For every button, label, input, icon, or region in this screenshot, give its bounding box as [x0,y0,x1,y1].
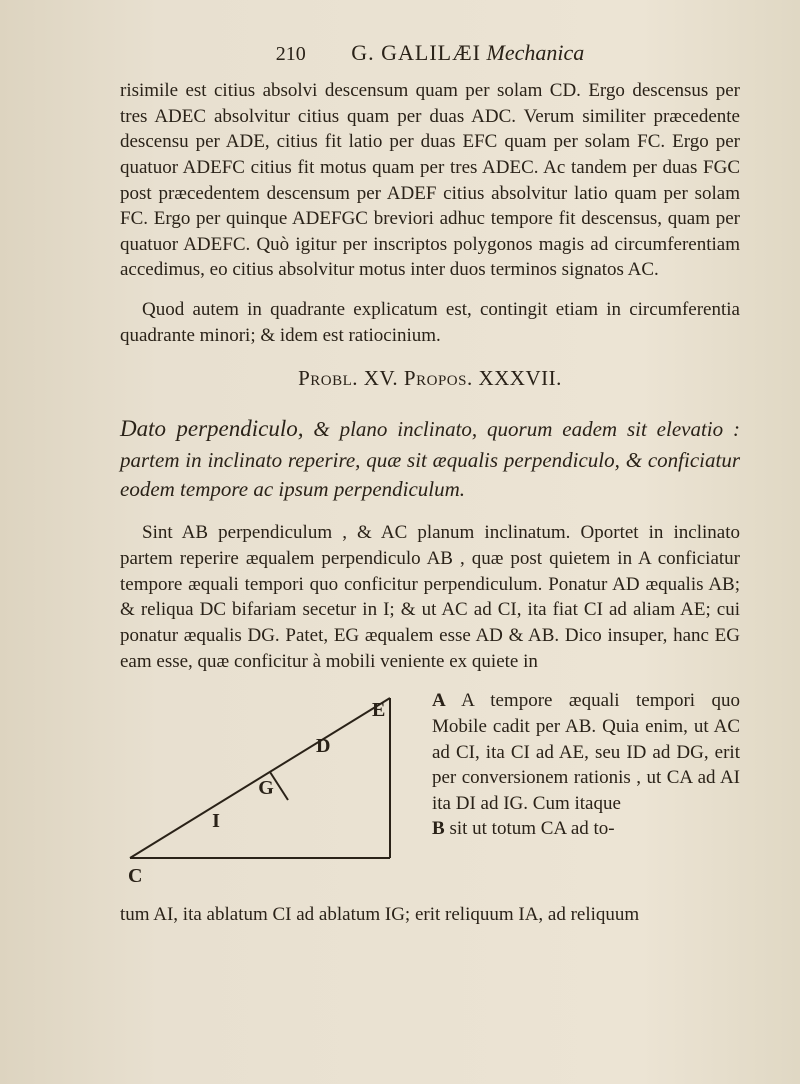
svg-text:I: I [212,810,220,832]
paragraph-3: Sint AB perpendiculum , & AC planum incl… [120,520,740,674]
triangle-figure: C E G D I [120,688,420,898]
running-header: 210 G. GALILÆI Mechanica [120,40,740,66]
label-A: A [432,690,446,711]
author-name: G. GALILÆI [351,40,481,65]
side-text-b-line: sit ut totum CA ad to- [449,818,614,839]
page: 210 G. GALILÆI Mechanica risimile est ci… [0,0,800,1084]
svg-text:D: D [316,735,330,757]
svg-text:C: C [128,865,142,887]
paragraph-2: Quod autem in quadrante explicatum est, … [120,297,740,348]
page-number: 210 [276,43,306,66]
label-B: B [432,818,445,839]
triangle-svg: C E G D I [120,688,420,898]
svg-text:G: G [258,777,274,799]
figure-and-text: C E G D I A A tempore æquali tempori quo Mob… [120,688,740,898]
last-line: tum AI, ita ablatum CI ad ablatum IG; er… [120,902,740,928]
figure-side-text: A A tempore æquali tempori quo Mobile ca… [432,688,740,842]
svg-text:E: E [372,699,385,721]
paragraph-1: risimile est citius absolvi descensum qu… [120,78,740,283]
work-title: Mechanica [487,40,585,65]
problem-label: Probl. XV. Propos. XXXVII. [298,366,562,390]
theorem-statement: Dato perpendiculo, & plano inclinato, qu… [120,413,740,504]
side-text-body: A tempore æquali tempori quo Mobile cadi… [432,690,740,814]
theorem-lead: Dato perpendiculo, [120,416,303,441]
problem-heading: Probl. XV. Propos. XXXVII. [120,366,740,391]
